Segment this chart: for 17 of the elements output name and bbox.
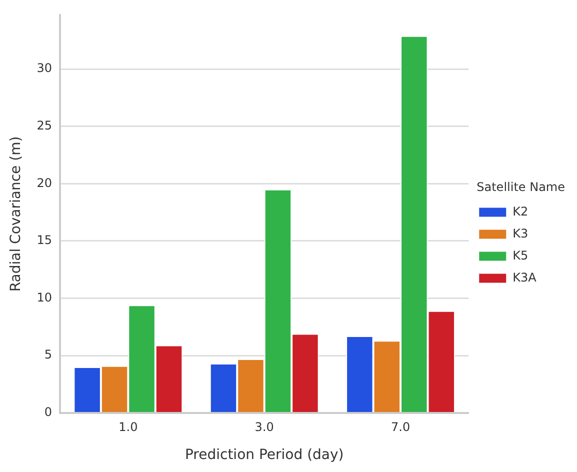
y-tick-label: 25: [36, 118, 52, 132]
y-tick-label: 10: [36, 290, 52, 304]
y-axis-title: Radial Covariance (m): [8, 136, 24, 292]
legend-label: K2: [512, 204, 528, 218]
legend-title: Satellite Name: [476, 180, 566, 194]
x-tick-label: 7.0: [390, 420, 410, 434]
legend-label: K3: [512, 226, 528, 240]
x-axis-title: Prediction Period (day): [184, 447, 344, 464]
legend-label: K5: [512, 248, 528, 262]
legend-label: K3A: [512, 270, 538, 284]
y-tick-label: 5: [44, 348, 52, 362]
y-tick-label: 15: [36, 233, 52, 248]
x-tick-label: 3.0: [254, 420, 274, 434]
y-tick-label: 0: [44, 404, 52, 419]
x-tick-label: 1.0: [118, 420, 138, 434]
y-tick-label: 20: [36, 176, 52, 190]
y-tick-label: 30: [36, 61, 52, 76]
